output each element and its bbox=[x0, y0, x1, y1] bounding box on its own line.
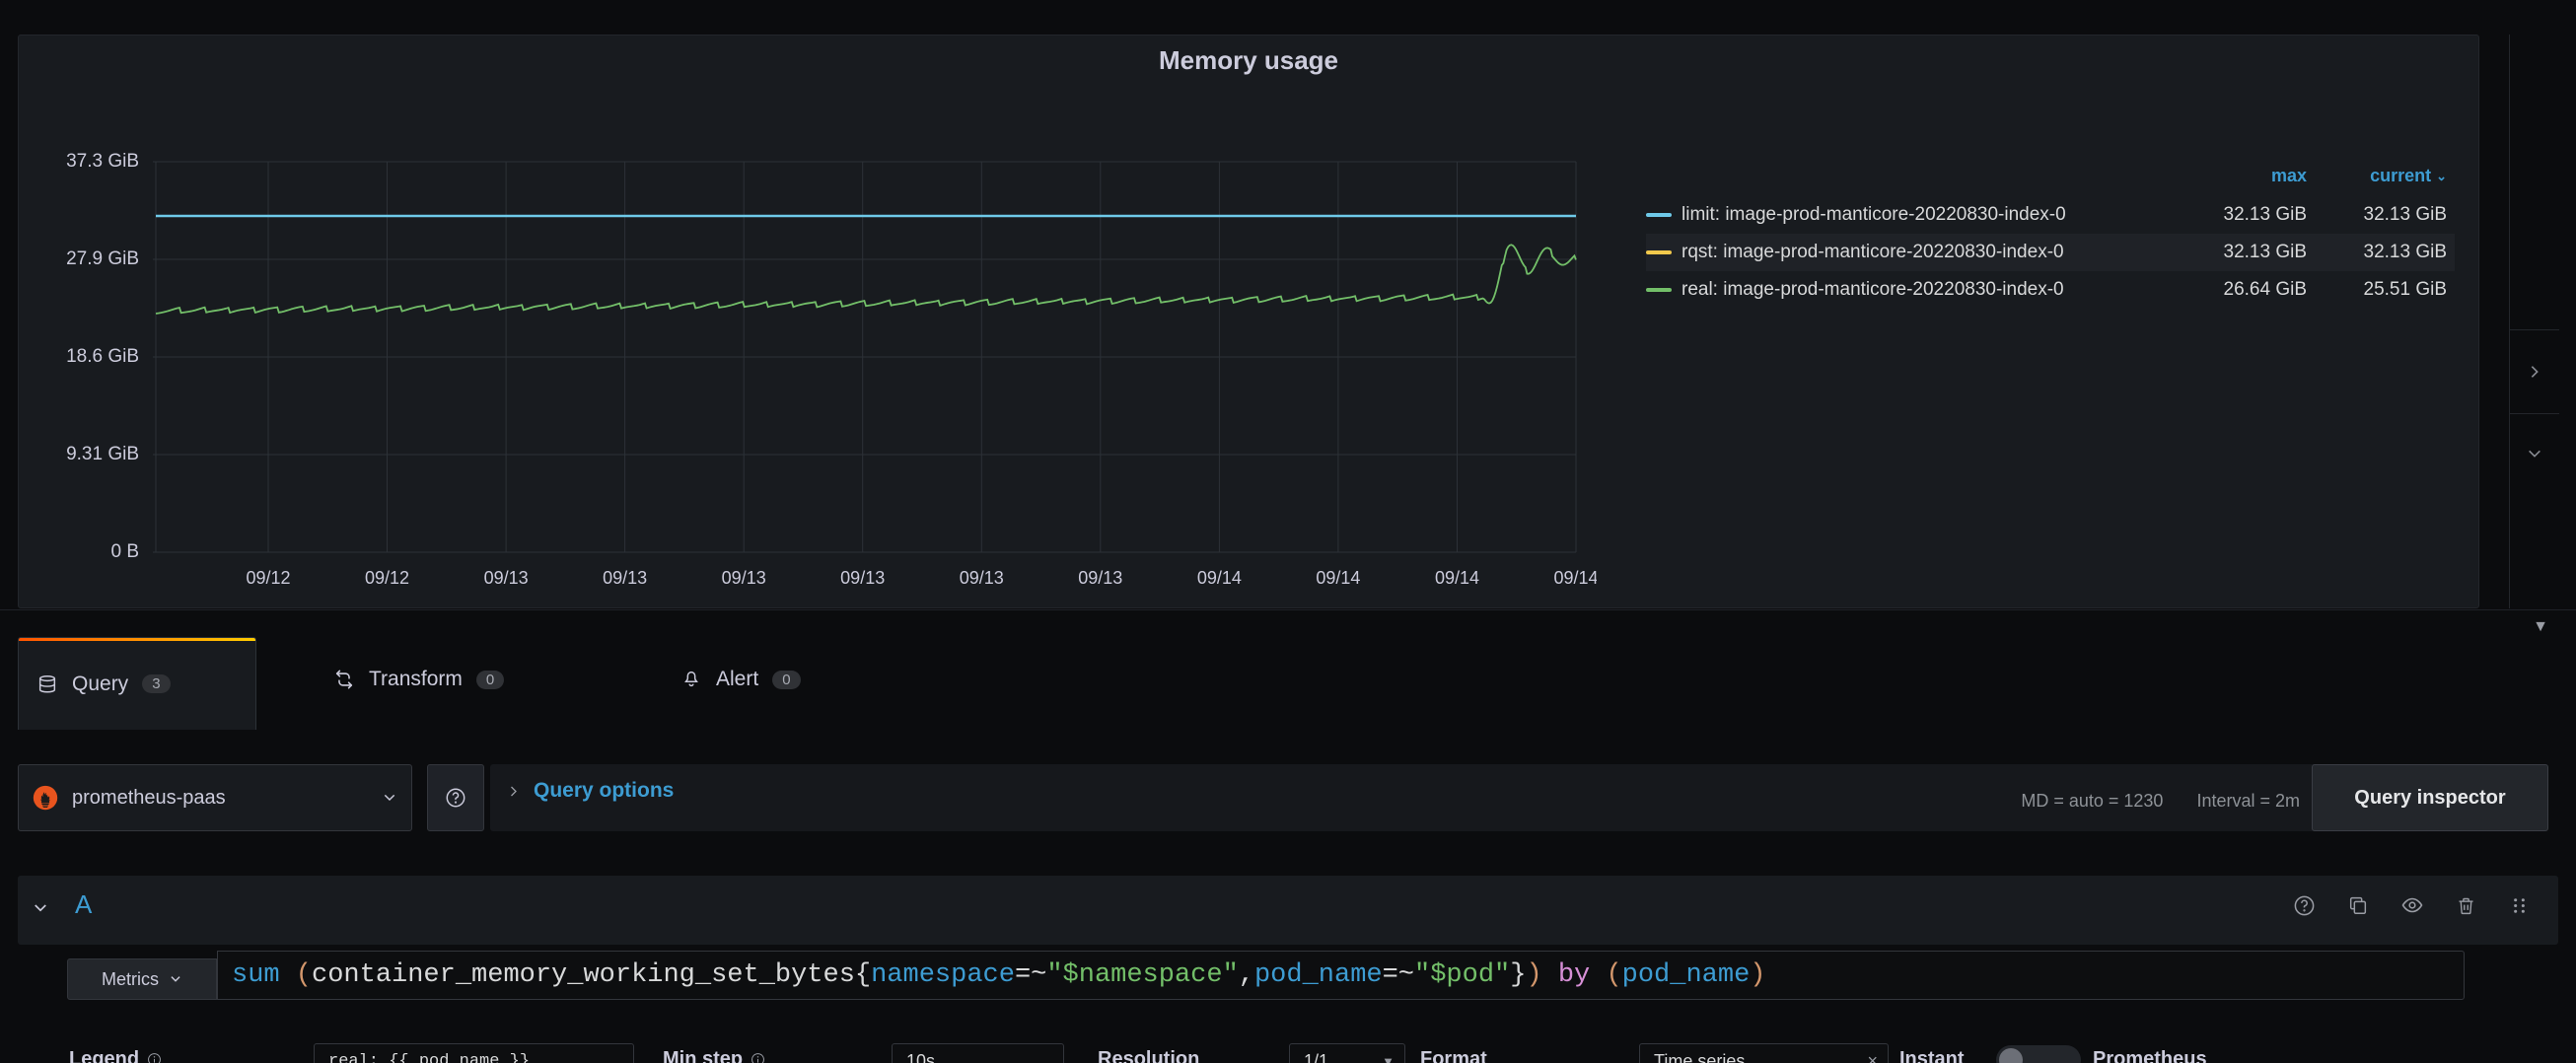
svg-text:09/14: 09/14 bbox=[1435, 568, 1479, 588]
svg-text:9.31 GiB: 9.31 GiB bbox=[66, 444, 139, 464]
svg-text:09/13: 09/13 bbox=[484, 568, 529, 588]
svg-text:09/13: 09/13 bbox=[722, 568, 766, 588]
svg-text:09/12: 09/12 bbox=[365, 568, 409, 588]
svg-text:0 B: 0 B bbox=[110, 541, 139, 562]
svg-text:09/13: 09/13 bbox=[603, 568, 647, 588]
svg-text:09/13: 09/13 bbox=[1078, 568, 1122, 588]
svg-text:09/13: 09/13 bbox=[840, 568, 885, 588]
svg-text:09/14: 09/14 bbox=[1197, 568, 1242, 588]
svg-text:09/12: 09/12 bbox=[246, 568, 290, 588]
svg-text:37.3 GiB: 37.3 GiB bbox=[66, 151, 139, 172]
svg-text:27.9 GiB: 27.9 GiB bbox=[66, 248, 139, 269]
svg-text:18.6 GiB: 18.6 GiB bbox=[66, 346, 139, 367]
svg-text:09/13: 09/13 bbox=[960, 568, 1004, 588]
svg-text:09/14: 09/14 bbox=[1316, 568, 1360, 588]
svg-text:09/14: 09/14 bbox=[1553, 568, 1597, 588]
